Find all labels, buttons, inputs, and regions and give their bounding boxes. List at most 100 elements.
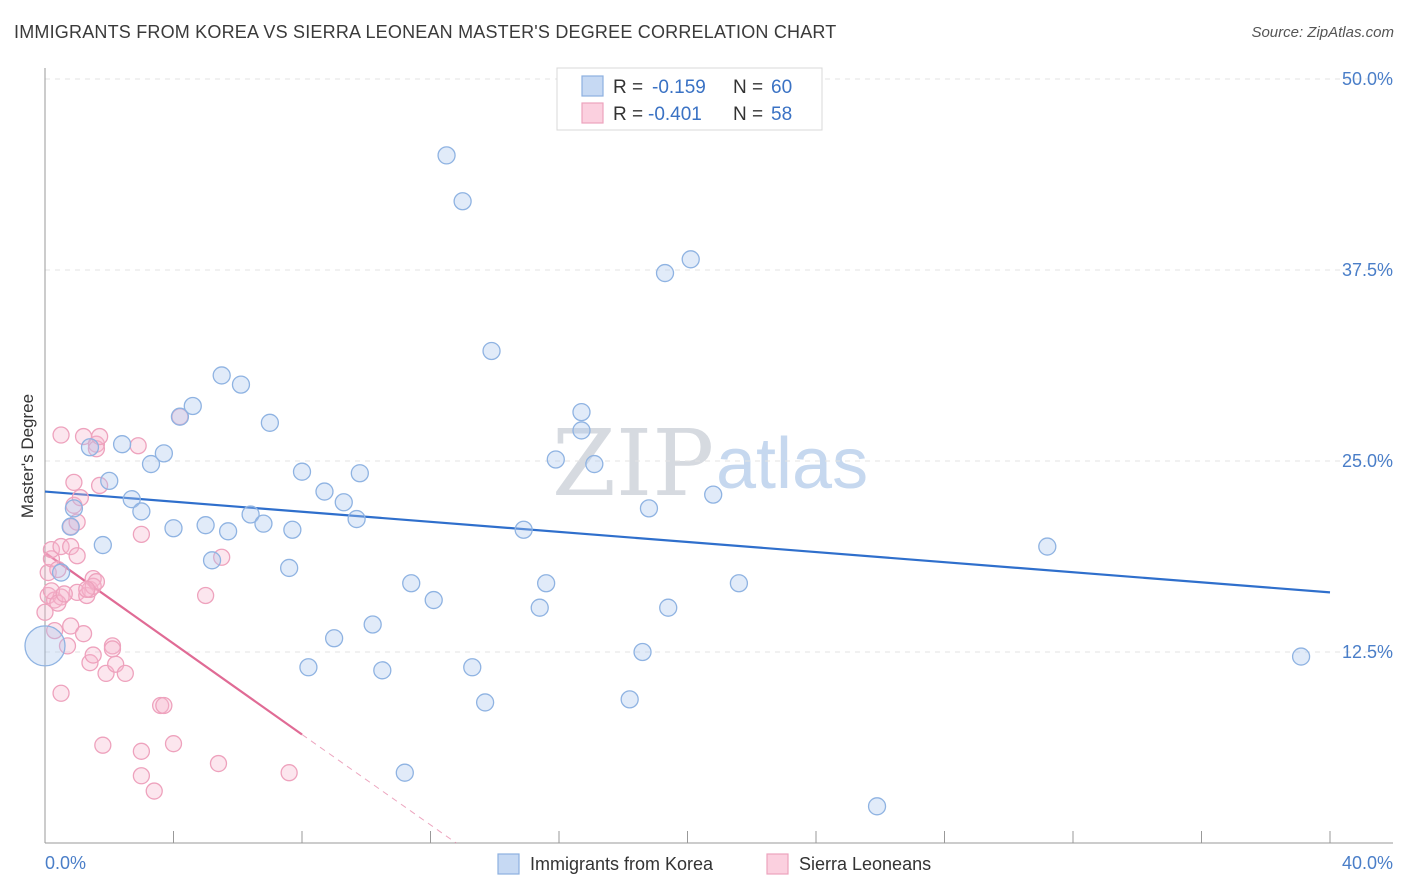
- korea-point: [1038, 537, 1057, 556]
- korea-point: [241, 505, 260, 524]
- korea-point: [350, 464, 369, 483]
- y-tick-label: 37.5%: [1342, 260, 1393, 280]
- korea-point: [1291, 647, 1311, 666]
- bottom-legend-korea: Immigrants from Korea: [530, 854, 714, 874]
- korea-point: [514, 520, 533, 539]
- sierra-point: [65, 473, 83, 492]
- bottom-legend-swatch-korea: [497, 853, 520, 875]
- korea-point: [546, 450, 565, 469]
- korea-point: [283, 520, 302, 539]
- korea-point: [363, 615, 382, 634]
- sierra-point: [103, 640, 122, 658]
- legend-korea-n-value: 60: [771, 77, 792, 98]
- x-tick-label-max: 40.0%: [1342, 853, 1393, 873]
- sierra-point: [52, 426, 70, 444]
- korea-point: [212, 366, 231, 385]
- sierra-point: [62, 537, 80, 556]
- legend-korea-n-label: N =: [733, 77, 763, 98]
- x-tick-label-min: 0.0%: [45, 853, 86, 873]
- y-tick-labels: 12.5% 25.0% 37.5% 50.0%: [1342, 69, 1393, 662]
- sierra-point: [62, 617, 80, 635]
- korea-point: [61, 517, 80, 536]
- korea-point: [279, 558, 299, 578]
- sierra-point: [36, 603, 54, 621]
- sierra-point: [71, 489, 89, 507]
- korea-point: [681, 250, 700, 269]
- korea-point: [315, 482, 334, 501]
- legend-sierra-r-label: R =: [613, 104, 643, 125]
- korea-point: [475, 693, 495, 712]
- legend-sierra-n-label: N =: [733, 104, 763, 125]
- sierra-point: [145, 782, 163, 800]
- korea-point: [170, 407, 190, 426]
- korea-point: [260, 413, 280, 432]
- korea-point: [122, 490, 141, 509]
- korea-point: [402, 574, 421, 593]
- korea-point: [463, 658, 482, 677]
- trendline-korea: [44, 490, 1331, 594]
- korea-point: [395, 763, 414, 782]
- korea-point: [254, 514, 273, 533]
- sierra-point: [196, 586, 215, 605]
- sierra-point: [68, 547, 86, 565]
- sierra-point: [155, 696, 173, 715]
- source-label: Source: ZipAtlas.com: [1251, 24, 1394, 41]
- sierra-point: [129, 437, 147, 455]
- korea-point: [537, 574, 556, 593]
- korea-point: [572, 402, 591, 422]
- legend: R = -0.159 N = 60 R = -0.401 N = 58: [556, 67, 823, 131]
- sierra-point: [55, 585, 73, 603]
- korea-point: [183, 396, 202, 416]
- sierra-point: [74, 625, 93, 643]
- axes: [44, 68, 1393, 844]
- sierra-point: [132, 742, 151, 760]
- sierra-point: [280, 764, 298, 782]
- sierra-point: [132, 525, 151, 543]
- sierra-point: [52, 537, 70, 556]
- sierra-point: [49, 560, 67, 579]
- korea-point: [164, 519, 183, 538]
- korea-point: [572, 421, 591, 440]
- korea-point: [80, 438, 100, 457]
- korea-point: [154, 444, 174, 463]
- y-tick-label: 50.0%: [1342, 69, 1393, 89]
- korea-point: [729, 574, 749, 593]
- korea-point: [132, 502, 151, 521]
- y-tick-label: 12.5%: [1342, 642, 1393, 662]
- korea-point: [437, 146, 456, 165]
- chart-title: IMMIGRANTS FROM KOREA VS SIERRA LEONEAN …: [14, 22, 837, 42]
- korea-point: [373, 661, 392, 680]
- bottom-legend: Immigrants from Korea Sierra Leoneans: [497, 853, 931, 875]
- legend-korea-r-label: R =: [613, 77, 643, 98]
- korea-point: [292, 462, 312, 481]
- y-tick-label: 25.0%: [1342, 451, 1393, 471]
- sierra-point: [78, 580, 96, 599]
- korea-point: [482, 341, 501, 361]
- korea-point: [659, 598, 678, 617]
- gridlines: [45, 78, 1393, 653]
- korea-point: [655, 263, 675, 283]
- sierra-point: [58, 637, 77, 655]
- sierra-point: [90, 476, 109, 495]
- korea-point: [334, 493, 353, 512]
- korea-point: [639, 499, 659, 518]
- trendline-sierra-extension: [301, 734, 457, 844]
- korea-point: [347, 509, 366, 529]
- korea-point: [530, 598, 549, 617]
- legend-sierra-n-value: 58: [771, 104, 792, 125]
- korea-point: [620, 690, 639, 709]
- korea-point: [100, 471, 119, 491]
- trendlines: [44, 490, 1331, 844]
- korea-point: [633, 642, 652, 662]
- korea-point: [218, 522, 238, 541]
- sierra-point: [132, 767, 151, 785]
- sierra-point: [52, 684, 70, 702]
- sierra-point: [94, 736, 112, 754]
- korea-point: [112, 435, 132, 454]
- korea-point: [24, 625, 66, 667]
- sierra-point: [42, 550, 61, 568]
- legend-korea-r-value: -0.159: [652, 77, 706, 98]
- watermark-zip: ZIP: [552, 410, 714, 517]
- trendline-sierra: [44, 551, 303, 736]
